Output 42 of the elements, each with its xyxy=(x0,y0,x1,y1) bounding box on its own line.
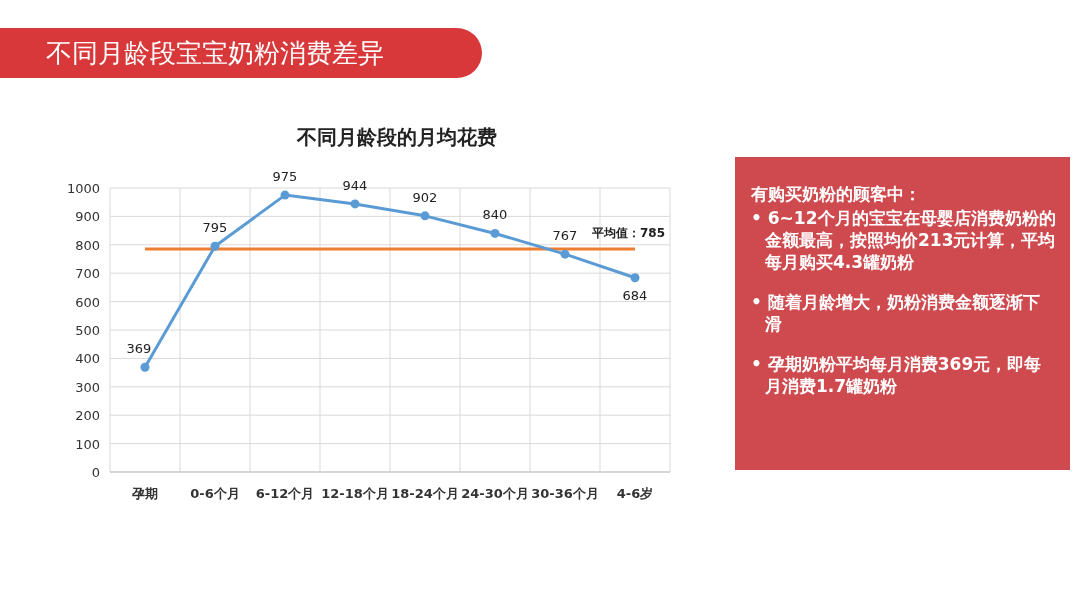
y-tick-label: 100 xyxy=(75,436,100,452)
y-tick-label: 700 xyxy=(75,266,100,282)
data-label: 975 xyxy=(272,169,298,185)
point xyxy=(490,228,500,238)
x-tick-label: 12-18个月 xyxy=(321,486,389,501)
point xyxy=(420,211,430,221)
data-label: 684 xyxy=(622,287,648,303)
point xyxy=(140,362,150,372)
text: • 孕期奶粉平均每月消费369元，即每月消费1.7罐奶粉 xyxy=(751,353,1043,397)
x-tick-label: 4-6岁 xyxy=(616,486,654,501)
data-label: 902 xyxy=(412,189,438,205)
point xyxy=(630,273,640,283)
y-tick-label: 400 xyxy=(75,351,100,367)
data-label: 944 xyxy=(342,177,368,193)
y-tick-label: 800 xyxy=(75,237,100,253)
x-tick-label: 6-12个月 xyxy=(255,486,315,501)
y-tick-label: 200 xyxy=(75,408,100,424)
y-tick-label: 300 xyxy=(75,379,100,395)
point xyxy=(560,249,570,259)
chart-subtitle: 不同月龄段的月均花费 xyxy=(296,125,497,149)
x-tick-label: 30-36个月 xyxy=(531,486,599,501)
x-tick-label: 24-30个月 xyxy=(461,486,529,501)
text: • 随着月龄增大，奶粉消费金额逐渐下滑 xyxy=(751,291,1041,335)
data-label: 840 xyxy=(482,207,508,223)
x-tick-label: 18-24个月 xyxy=(391,486,459,501)
y-tick-label: 1000 xyxy=(66,181,100,196)
point xyxy=(350,199,360,209)
ref-line-label: 平均值：785 xyxy=(590,226,665,241)
y-tick-label: 0 xyxy=(91,465,100,480)
point xyxy=(280,190,290,200)
x-tick-label: 0-6个月 xyxy=(190,486,240,501)
point xyxy=(210,241,220,251)
y-tick-label: 500 xyxy=(75,323,100,338)
text: 有购买奶粉的顾客中： xyxy=(751,183,922,205)
y-tick-label: 600 xyxy=(75,294,100,310)
x-tick-label: 孕期 xyxy=(131,486,158,501)
text: • 6~12个月的宝宝在母婴店消费奶粉的金额最高，按照均价213元计算，平均每月购买4.3罐奶粉 xyxy=(751,207,1056,273)
data-label: 795 xyxy=(202,220,228,236)
data-label: 767 xyxy=(552,228,578,244)
y-tick-label: 900 xyxy=(75,209,100,225)
chart-title: 不同月龄段宝宝奶粉消费差异 xyxy=(0,28,482,78)
data-label: 369 xyxy=(126,341,152,357)
